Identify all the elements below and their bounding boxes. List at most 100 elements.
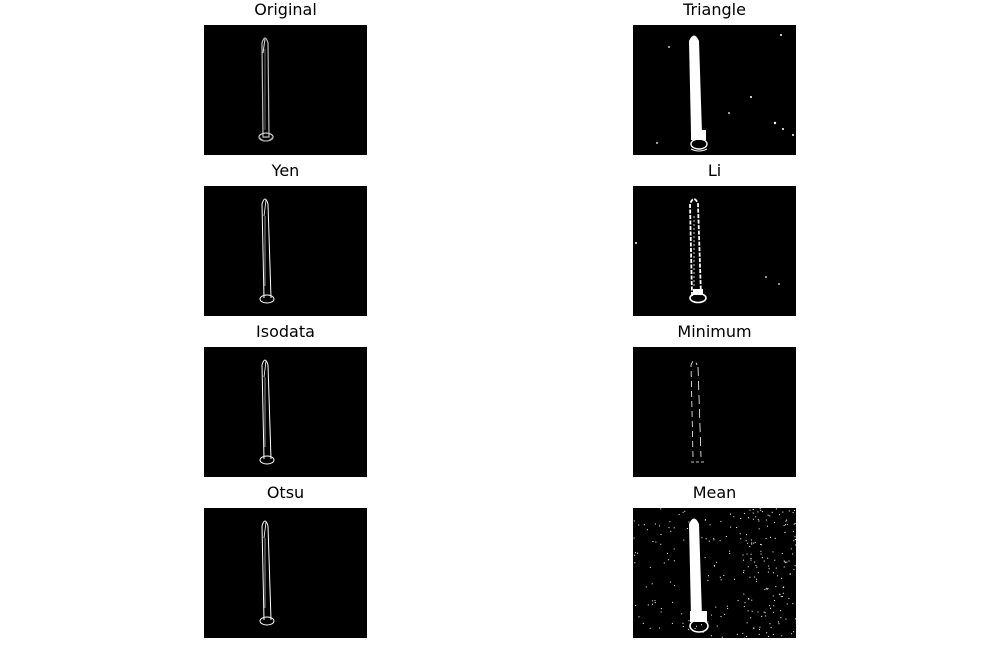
noise-speck	[672, 601, 674, 603]
noise-speck	[750, 558, 752, 559]
noise-speck	[720, 616, 722, 617]
noise-speck	[743, 593, 745, 595]
panel-image-isodata	[204, 347, 367, 477]
image-triangle-svg	[633, 25, 796, 155]
noise-speck	[761, 544, 763, 546]
noise-speck	[737, 600, 739, 602]
noise-speck	[668, 527, 670, 529]
noise-speck	[746, 534, 747, 536]
noise-speck	[774, 600, 775, 601]
noise-speck	[654, 523, 656, 525]
noise-speck	[751, 542, 753, 544]
noise-speck	[669, 581, 671, 583]
noise-speck	[743, 571, 744, 573]
noise-speck	[660, 543, 662, 545]
panel-image-original	[204, 25, 367, 155]
noise-speck	[660, 534, 662, 535]
noise-speck	[793, 631, 795, 633]
image-isodata-svg	[204, 347, 367, 477]
noise-speck	[757, 511, 759, 513]
noise-speck	[773, 611, 774, 613]
noise-speck	[758, 520, 760, 522]
noise-speck	[786, 561, 788, 563]
panel-title-li: Li	[707, 161, 722, 180]
noise-speck	[751, 543, 753, 545]
noise-speck	[654, 600, 656, 602]
noise-speck	[663, 562, 665, 564]
noise-speck	[744, 602, 746, 604]
noise-speck	[782, 511, 784, 513]
noise-speck	[744, 512, 746, 514]
noise-speck	[792, 512, 794, 514]
noise-speck	[779, 514, 781, 516]
panel-image-li	[633, 186, 796, 316]
image-otsu-svg	[204, 508, 367, 638]
noise-speck	[701, 537, 703, 539]
noise-speck	[755, 580, 757, 582]
panel-image-mean	[633, 508, 796, 638]
noise-speck	[667, 552, 668, 554]
noise-speck	[694, 627, 696, 629]
noise-speck	[757, 572, 759, 574]
noise-speck	[715, 606, 717, 608]
noise-speck	[748, 517, 749, 519]
noise-speck	[724, 613, 726, 615]
noise-speck	[746, 553, 748, 555]
noise-speck	[649, 627, 651, 629]
image-li-svg	[633, 186, 796, 316]
panel-image-triangle	[633, 25, 796, 155]
noise-speck	[783, 586, 785, 588]
noise-speck	[781, 552, 783, 554]
noise-speck	[764, 612, 766, 614]
noise-speck	[633, 537, 635, 539]
noise-speck	[747, 542, 749, 544]
noise-speck	[765, 587, 767, 589]
noise-speck	[785, 524, 786, 526]
noise-speck	[758, 528, 760, 530]
noise-speck	[794, 565, 796, 567]
noise-speck	[755, 516, 757, 518]
noise-speck	[633, 520, 635, 522]
noise-speck	[795, 618, 796, 620]
noise-speck	[777, 575, 779, 577]
noise-speck	[751, 610, 753, 612]
noise-speck	[674, 585, 676, 587]
noise-speck	[646, 529, 648, 531]
noise-speck	[794, 522, 796, 524]
noise-speck	[723, 575, 725, 576]
noise-speck	[688, 521, 690, 523]
noise-speck	[759, 629, 760, 630]
noise-speck	[792, 553, 794, 555]
noise-speck	[763, 560, 765, 562]
noise-speck	[696, 625, 697, 627]
noise-speck	[750, 617, 752, 619]
noise-speck	[769, 623, 771, 625]
noise-speck	[748, 598, 750, 600]
noise-speck	[719, 540, 721, 542]
noise-speck	[638, 524, 640, 526]
noise-speck	[765, 537, 767, 539]
noise-speck	[756, 578, 758, 580]
noise-speck	[757, 611, 759, 613]
noise-speck	[782, 592, 784, 594]
noise-speck	[682, 511, 684, 513]
noise-speck	[634, 554, 636, 556]
noise-speck	[747, 566, 749, 568]
noise-speck	[782, 587, 784, 588]
noise-speck	[688, 620, 690, 622]
noise-speck	[769, 515, 771, 517]
noise-speck	[671, 622, 673, 624]
noise-speck	[691, 560, 693, 562]
noise-speck	[647, 604, 649, 606]
noise-speck	[716, 561, 718, 563]
noise-speck	[660, 611, 662, 613]
noise-speck	[761, 615, 763, 617]
noise-speck	[754, 576, 756, 578]
noise-speck	[747, 610, 749, 612]
noise-speck	[730, 526, 732, 528]
noise-speck	[745, 540, 747, 542]
noise-speck	[721, 636, 723, 638]
noise-speck	[793, 540, 795, 542]
noise-speck	[760, 550, 762, 552]
noise-speck	[774, 521, 776, 523]
